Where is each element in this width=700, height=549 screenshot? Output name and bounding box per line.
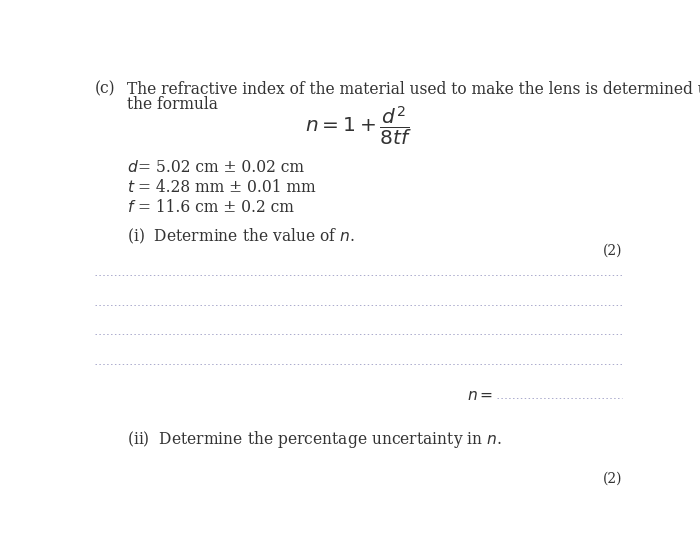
Text: $\mathit{n} =$: $\mathit{n} =$ bbox=[468, 387, 493, 404]
Text: = 5.02 cm ± 0.02 cm: = 5.02 cm ± 0.02 cm bbox=[139, 159, 304, 176]
Text: $\mathit{f}$: $\mathit{f}$ bbox=[127, 199, 136, 216]
Text: (ii)  Determine the percentage uncertainty in $\mathit{n}$.: (ii) Determine the percentage uncertaint… bbox=[127, 429, 501, 450]
Text: (c): (c) bbox=[95, 81, 116, 98]
Text: = 4.28 mm ± 0.01 mm: = 4.28 mm ± 0.01 mm bbox=[139, 179, 316, 196]
Text: The refractive index of the material used to make the lens is determined using: The refractive index of the material use… bbox=[127, 81, 700, 98]
Text: the formula: the formula bbox=[127, 96, 218, 113]
Text: $\mathit{n} = 1 + \dfrac{\mathit{d}^2}{8\mathit{tf}}$: $\mathit{n} = 1 + \dfrac{\mathit{d}^2}{8… bbox=[305, 104, 412, 148]
Text: $\mathit{d}$: $\mathit{d}$ bbox=[127, 159, 139, 176]
Text: = 11.6 cm ± 0.2 cm: = 11.6 cm ± 0.2 cm bbox=[139, 199, 295, 216]
Text: (i)  Determine the value of $\mathit{n}$.: (i) Determine the value of $\mathit{n}$. bbox=[127, 227, 354, 246]
Text: (2): (2) bbox=[603, 472, 622, 486]
Text: (2): (2) bbox=[603, 243, 622, 257]
Text: $\mathit{t}$: $\mathit{t}$ bbox=[127, 179, 135, 196]
